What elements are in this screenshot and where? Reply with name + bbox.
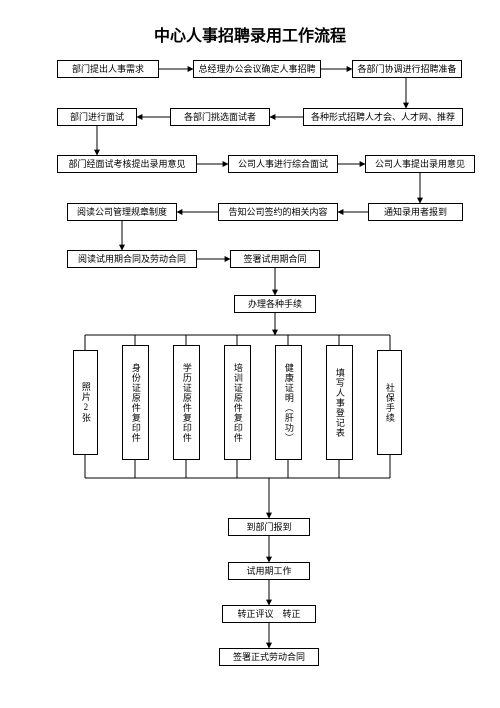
node-n13: 阅读试用期合同及劳动合同 xyxy=(67,250,197,268)
node-n14: 签署试用期合同 xyxy=(230,250,320,268)
node-n17: 试用期工作 xyxy=(228,562,310,580)
node-v3: 学历证原件复印件 xyxy=(173,345,200,460)
node-n8: 公司人事进行综合面试 xyxy=(228,155,338,173)
node-n12: 通知录用者报到 xyxy=(368,203,463,221)
node-n16: 到部门报到 xyxy=(228,518,310,536)
node-v4: 培训证原件复印件 xyxy=(224,345,251,460)
node-v7: 社保手续 xyxy=(377,350,402,455)
node-n1: 部门提出人事需求 xyxy=(57,60,159,78)
node-v6: 填写人事登记表 xyxy=(326,345,353,460)
flowchart-page: 中心人事招聘录用工作流程 部门提出人事需求 总经理办公会议确定人事招聘 各部门协调进… xyxy=(0,0,500,708)
node-v2: 身份证原件复印件 xyxy=(122,345,149,460)
node-n2: 总经理办公会议确定人事招聘 xyxy=(193,60,321,78)
node-v5: 健康证明（肝功） xyxy=(275,345,302,460)
node-n7: 部门经面试考核提出录用意见 xyxy=(57,155,197,173)
node-n10: 阅读公司管理规章制度 xyxy=(67,203,177,221)
node-n4: 部门进行面试 xyxy=(57,108,137,126)
node-n11: 告知公司签约的相关内容 xyxy=(218,203,338,221)
node-n5: 各部门挑选面试者 xyxy=(170,108,270,126)
node-n6: 各种形式招聘人才会、人才网、推荐 xyxy=(303,108,463,126)
node-n9: 公司人事提出录用意见 xyxy=(365,155,475,173)
node-n15: 办理各种手续 xyxy=(234,295,316,313)
node-n18: 转正评议 转正 xyxy=(222,605,316,623)
node-n19: 签署正式劳动合同 xyxy=(219,648,319,666)
page-title: 中心人事招聘录用工作流程 xyxy=(0,22,500,46)
node-n3: 各部门协调进行招聘准备 xyxy=(352,60,462,78)
node-v1: 照片2张 xyxy=(73,350,98,455)
